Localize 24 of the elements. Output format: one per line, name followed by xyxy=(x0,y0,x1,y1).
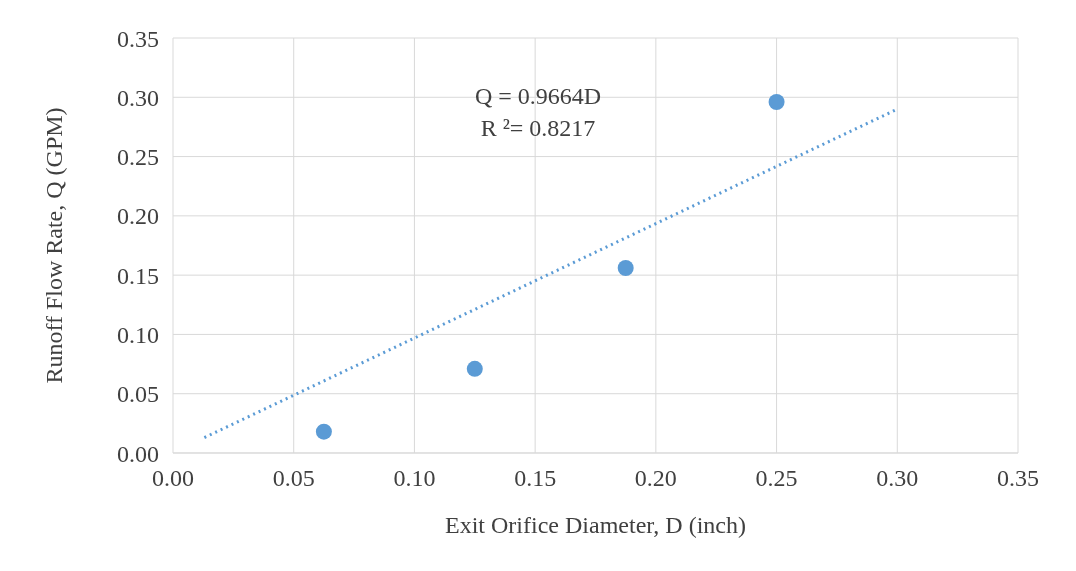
point xyxy=(466,360,483,377)
point xyxy=(617,260,634,277)
y-axis-title: Runoff Flow Rate, Q (GPM) xyxy=(40,107,67,384)
y-tick-label: 0.05 xyxy=(117,381,159,408)
y-tick-label: 0.35 xyxy=(117,25,159,52)
x-tick-label: 0.10 xyxy=(393,465,436,492)
y-tick-label: 0.00 xyxy=(117,440,159,467)
x-tick-label: 0.35 xyxy=(997,465,1039,492)
y-tick-label: 0.10 xyxy=(117,321,159,348)
x-tick-label: 0.15 xyxy=(514,465,557,492)
y-tick-label: 0.25 xyxy=(117,144,159,171)
x-tick-label: 0.20 xyxy=(634,465,677,492)
x-tick-label: 0.30 xyxy=(876,465,919,492)
point xyxy=(768,94,785,111)
x-axis-title: Exit Orifice Diameter, D (inch) xyxy=(445,512,746,538)
y-tick-label: 0.30 xyxy=(117,84,159,111)
x-tick-label: 0.25 xyxy=(755,465,798,492)
x-tick-label: 0.00 xyxy=(152,465,194,492)
annotation: Q = 0.9664D xyxy=(473,82,603,111)
x-tick-label: 0.05 xyxy=(272,465,315,492)
annotation: R ²= 0.8217 xyxy=(479,114,597,143)
y-tick-label: 0.20 xyxy=(117,203,159,230)
y-tick-label: 0.15 xyxy=(117,262,159,289)
point xyxy=(315,423,332,440)
